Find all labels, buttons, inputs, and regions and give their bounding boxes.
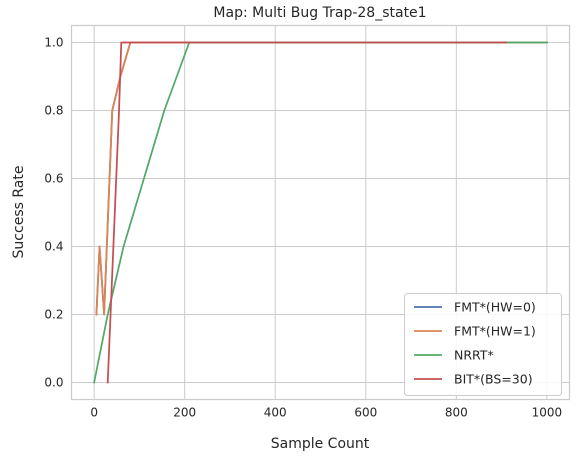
- legend-label: FMT*(HW=1): [454, 324, 536, 339]
- y-tick-label: 0.8: [44, 104, 63, 118]
- y-tick-label: 0.2: [44, 308, 63, 322]
- x-axis-label: Sample Count: [271, 436, 370, 452]
- chart-title: Map: Multi Bug Trap-28_state1: [213, 5, 426, 21]
- x-tick-label: 1000: [532, 406, 563, 420]
- y-tick-label: 0.4: [44, 240, 63, 254]
- y-tick-label: 0.0: [44, 376, 63, 390]
- series-lines: [93, 41, 548, 384]
- x-tick-label: 200: [173, 406, 196, 420]
- y-tick-label: 1.0: [44, 36, 63, 50]
- plot-frame: [70, 24, 571, 401]
- legend-label: FMT*(HW=0): [454, 300, 536, 315]
- x-tick-label: 600: [354, 406, 377, 420]
- x-tick-label: 0: [90, 406, 98, 420]
- legend: FMT*(HW=0) FMT*(HW=1) NRRT* BIT*(BS=30): [404, 293, 562, 396]
- x-axis-ticks: 0 200 400 600 800 1000: [90, 406, 562, 420]
- y-tick-label: 0.6: [44, 172, 63, 186]
- y-axis-ticks: 0.0 0.2 0.4 0.6 0.8 1.0: [44, 36, 63, 390]
- x-tick-label: 800: [445, 406, 468, 420]
- legend-label: BIT*(BS=30): [454, 372, 533, 387]
- legend-label: NRRT*: [454, 348, 494, 363]
- x-tick-label: 400: [264, 406, 287, 420]
- y-axis-label: Success Rate: [11, 166, 27, 259]
- legend-box: [404, 293, 562, 396]
- series-line-4: [106, 41, 507, 384]
